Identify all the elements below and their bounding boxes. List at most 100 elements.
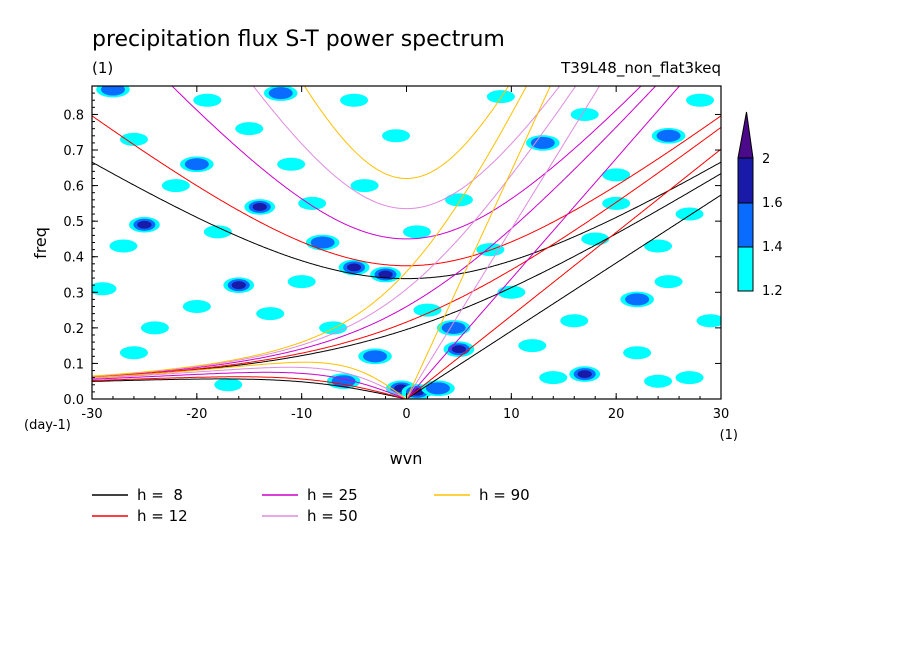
contour-blob-mid: [530, 136, 555, 149]
y-tick-label: 0.5: [63, 215, 84, 230]
contour-blob-low: [675, 371, 704, 385]
contour-blob-high: [378, 270, 393, 279]
x-tick-label: 20: [608, 407, 625, 422]
colorbar-label: 2: [762, 152, 770, 167]
curve-kelvin-h25: [406, 86, 681, 399]
contour-blob-low: [654, 275, 683, 289]
contour-blob-low: [696, 314, 721, 328]
y-tick-label: 0.2: [63, 322, 84, 337]
contour-blob-high: [137, 220, 152, 229]
legend-label: h = 50: [307, 507, 358, 525]
curve-ig1-h12: [92, 115, 721, 267]
curve-ig1-h8: [92, 161, 721, 280]
colorbar-extend-arrow: [737, 111, 754, 159]
curve-kelvin-h12: [406, 148, 721, 399]
contour-blob-mid: [310, 236, 335, 249]
legend: h = 8 h = 12 h = 25 h = 50 h = 90: [92, 486, 530, 525]
curve-mrg-ig0-h25: [92, 86, 657, 378]
contour-blob-mid: [441, 321, 466, 334]
colorbar-label: 1.4: [762, 240, 783, 255]
contour-blob-low: [623, 346, 652, 360]
contour-blob-low: [340, 93, 369, 107]
curve-ig1-h90: [303, 86, 510, 179]
colorbar-segment: [737, 202, 754, 248]
contour-blob-low: [644, 239, 673, 253]
contour-blob-low: [602, 196, 631, 210]
contour-blob-low: [161, 179, 190, 193]
contour-blob-low: [570, 107, 599, 121]
curve-rossby1-h90: [92, 361, 407, 399]
contour-blob-high: [252, 203, 267, 211]
contour-blob-low: [119, 132, 148, 146]
x-tick-label: -10: [291, 407, 312, 422]
x-tick-label: -20: [186, 407, 207, 422]
y-tick-label: 0.8: [63, 108, 84, 123]
x-axis-label: wvn: [390, 449, 423, 468]
curve-mrg-ig0-h50: [92, 86, 577, 377]
contour-blob-mid: [100, 86, 125, 96]
contour-blob-low: [413, 303, 442, 317]
contour-blob-mid: [363, 350, 388, 363]
contour-blob-low: [644, 374, 673, 388]
contour-blob-low: [539, 371, 568, 385]
x-tick-label: 30: [713, 407, 730, 422]
contour-blob-low: [497, 285, 526, 299]
x-tick-label: 10: [503, 407, 520, 422]
y-axis: 0.0 0.1 0.2 0.3 0.4 0.5 0.6 0.7 0.8: [63, 92, 721, 408]
contour-blob-low: [518, 339, 547, 353]
curve-rossby1-h50: [92, 366, 407, 399]
contour-blob-low: [277, 157, 306, 171]
dispersion-curves: [92, 86, 721, 399]
contour-blob-low: [287, 275, 316, 289]
x-axis: -30 -20 -10 0 10 20 30: [81, 86, 729, 422]
contour-blob-high: [451, 345, 467, 354]
y-unit-label: (day-1): [24, 418, 71, 433]
contour-blob-low: [214, 378, 243, 392]
curve-mrg-ig0-h12: [92, 126, 721, 378]
contour-blob-mid: [184, 158, 209, 171]
legend-label: h = 12: [137, 507, 188, 525]
curve-ig1-h50: [252, 86, 561, 210]
y-axis-label: freq: [31, 227, 50, 259]
contour-blob-low: [581, 232, 610, 246]
curve-rossby1-h12: [92, 376, 407, 399]
colorbar-segment: [737, 157, 754, 204]
contour-blob-high: [346, 263, 362, 272]
curve-kelvin-h8: [406, 194, 721, 399]
y-tick-label: 0.1: [63, 357, 84, 372]
y-tick-label: 0.7: [63, 144, 84, 159]
colorbar: 1.2 1.4 1.6 2: [737, 111, 783, 299]
colorbar-label: 1.6: [762, 196, 783, 211]
curve-ig1-h25: [171, 86, 642, 240]
contour-blob-low: [686, 93, 715, 107]
y-tick-label: 0.0: [63, 393, 84, 408]
chart-subtitle-right: T39L48_non_flat3keq: [560, 59, 721, 78]
chart-subtitle-left: (1): [92, 59, 113, 77]
curve-rossby1-h25: [92, 371, 407, 399]
contour-blob-mid: [656, 129, 681, 142]
contour-blob-low: [109, 239, 138, 253]
contour-blob-low: [382, 129, 411, 143]
curve-kelvin-h50: [406, 86, 601, 399]
contour-blob-low: [182, 300, 211, 314]
contour-blob-low: [256, 307, 285, 321]
x-tick-label: 0: [402, 407, 410, 422]
contour-blob-low: [486, 90, 515, 104]
contour-blob-low: [203, 225, 232, 239]
contour-blob-mid: [268, 87, 293, 100]
contour-blob-low: [444, 193, 473, 207]
contour-blob-low: [235, 122, 264, 136]
x-tick-label: -30: [81, 407, 102, 422]
contour-blob-low: [119, 346, 148, 360]
contour-blob-low: [602, 168, 631, 182]
legend-label: h = 8: [137, 486, 183, 504]
contour-blob-mid: [625, 293, 650, 306]
contour-blob-high: [231, 281, 246, 290]
contour-blob-low: [193, 93, 222, 107]
x-unit-label: (1): [720, 428, 738, 443]
contour-blob-low: [350, 179, 379, 193]
contour-blob-low: [298, 196, 327, 210]
chart-title: precipitation flux S-T power spectrum: [92, 27, 505, 52]
power-contours: [92, 86, 721, 399]
